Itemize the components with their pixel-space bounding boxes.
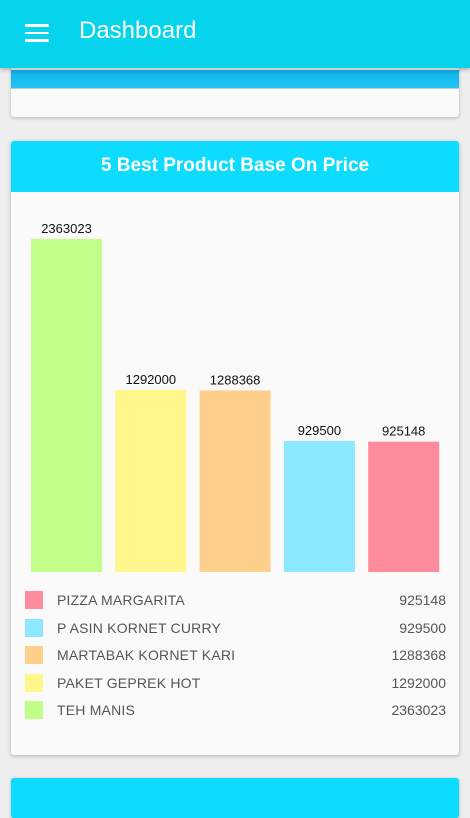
legend-label: TEH MANIS: [57, 702, 136, 718]
bar-teh-manis[interactable]: [31, 239, 102, 572]
app-bar: Dashboard: [0, 0, 470, 68]
legend-item[interactable]: TEH MANIS 2363023: [11, 699, 459, 721]
card-title: 5 Best Product Base On Price: [100, 155, 370, 176]
previous-card: [11, 60, 459, 117]
legend-label: PAKET GEPREK HOT: [57, 674, 201, 691]
legend-swatch: [25, 673, 43, 692]
legend-value: 1288368: [391, 647, 446, 663]
legend-value: 2363023: [391, 702, 446, 718]
next-card: [11, 778, 459, 818]
legend-swatch: [25, 618, 43, 637]
bar-value-label: 1292000: [125, 372, 176, 387]
legend-swatch: [25, 701, 43, 719]
legend-swatch: [25, 646, 43, 664]
legend-item[interactable]: PIZZA MARGARITA 925148: [11, 589, 459, 611]
legend-item[interactable]: PAKET GEPREK HOT 1292000: [11, 672, 459, 694]
bar-value-label: 929500: [298, 423, 341, 438]
bar-value-label: 2363023: [41, 221, 92, 236]
legend-value: 1292000: [391, 674, 446, 691]
legend-label: MARTABAK KORNET KARI: [57, 647, 236, 663]
bar-martabak-kornet-kari[interactable]: [199, 390, 271, 572]
legend-value: 929500: [399, 619, 446, 636]
page-title: Dashboard: [79, 17, 197, 44]
legend-label: P ASIN KORNET CURRY: [57, 619, 222, 636]
hamburger-menu-icon[interactable]: [25, 24, 49, 42]
legend-label: PIZZA MARGARITA: [57, 592, 185, 608]
legend-item[interactable]: P ASIN KORNET CURRY 929500: [11, 617, 459, 639]
bar-chart: 2363023 1292000 1288368 929500 925148: [31, 221, 440, 572]
progress-strip: [11, 70, 459, 88]
bar-p-asin-kornet-curry[interactable]: [283, 441, 355, 572]
legend-value: 925148: [399, 592, 446, 608]
bar-value-label: 1288368: [210, 372, 261, 387]
best-product-card: 5 Best Product Base On Price 2363023 1292…: [11, 141, 459, 755]
legend-item[interactable]: MARTABAK KORNET KARI 1288368: [11, 644, 459, 666]
legend-swatch: [25, 591, 43, 609]
bar-pizza-margarita[interactable]: [368, 441, 440, 572]
card-header: 5 Best Product Base On Price: [11, 141, 459, 192]
bar-paket-geprek-hot[interactable]: [115, 389, 187, 572]
bar-value-label: 925148: [382, 424, 425, 439]
